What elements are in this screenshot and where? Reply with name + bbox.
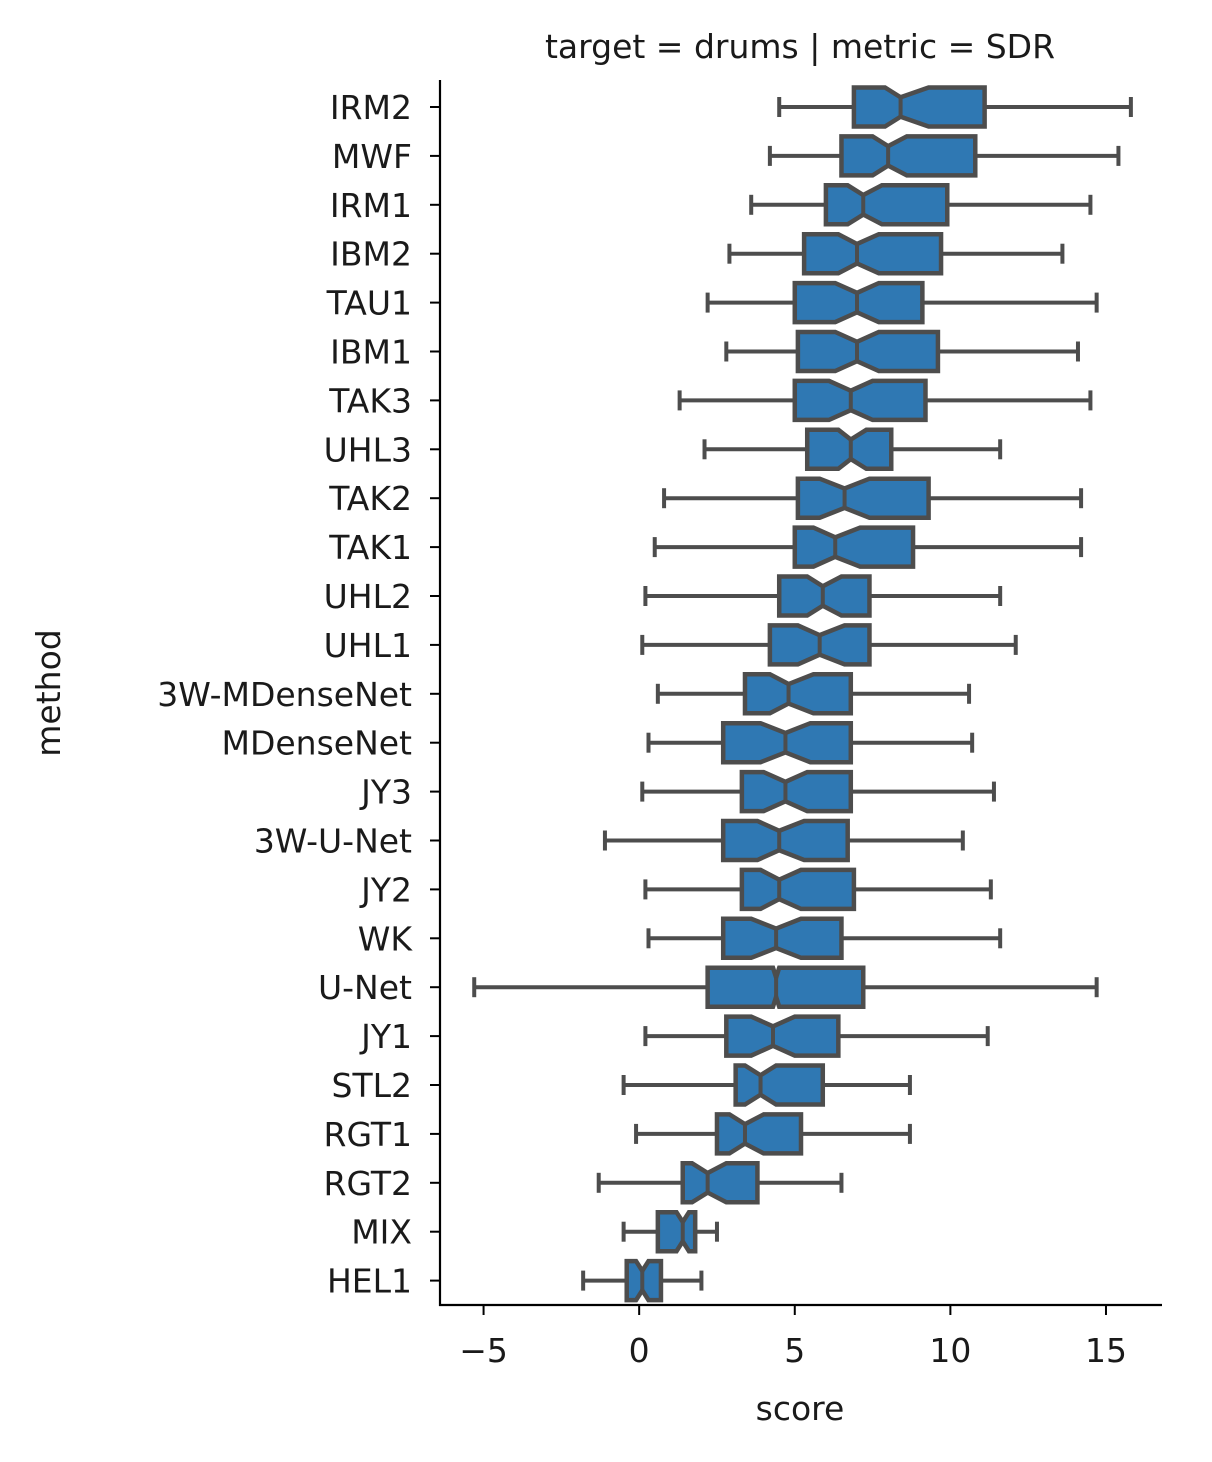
box-ibm1 [724, 329, 1080, 374]
box-3w-mdensenet [655, 672, 972, 716]
box-mix [621, 1209, 719, 1254]
y-tick-label: TAK1 [328, 528, 412, 567]
y-tick-label: 3W-MDenseNet [157, 675, 412, 714]
x-tick-label: 15 [1085, 1331, 1127, 1370]
box-body [795, 329, 941, 374]
y-tick-label: TAK3 [328, 381, 412, 420]
y-tick-label: IBM1 [330, 333, 412, 372]
box-rgt2 [596, 1161, 844, 1205]
y-tick-label: HEL1 [327, 1262, 412, 1301]
box-ibm2 [727, 231, 1065, 276]
box-wk [646, 916, 1003, 961]
box-mwf [767, 134, 1121, 178]
box-body [733, 1063, 826, 1107]
y-tick-label: U-Net [318, 968, 412, 1007]
box-body [680, 1161, 760, 1205]
box-body [851, 85, 987, 129]
box-tak1 [652, 525, 1084, 569]
box-stl2 [621, 1063, 912, 1107]
box-body [801, 231, 944, 276]
y-tick-label: IBM2 [330, 235, 412, 274]
box-tak3 [677, 378, 1093, 423]
box-body [705, 965, 866, 1009]
box-body [724, 1014, 841, 1058]
y-tick-label: JY2 [359, 870, 412, 909]
y-axis-label: method [29, 629, 68, 756]
box-jy1 [643, 1014, 990, 1058]
y-axis: IRM2 MWF IRM1 IBM2 TAU1 IBM1 TAK3 UHL3 TAK2 TAK1 U… [157, 80, 442, 1306]
box-body [792, 525, 916, 569]
y-tick-label: TAU1 [326, 284, 412, 323]
box-body [792, 378, 928, 423]
y-tick-label: 3W-U-Net [254, 822, 412, 861]
box-jy3 [640, 769, 996, 814]
x-tick-label: 10 [929, 1331, 971, 1370]
box-tak2 [662, 476, 1084, 520]
box-u-net [472, 965, 1099, 1009]
y-tick-label: UHL1 [324, 626, 412, 665]
box-uhl2 [643, 574, 1003, 618]
box-body [739, 867, 857, 912]
y-tick-label: RGT1 [324, 1115, 412, 1154]
y-tick-label: STL2 [332, 1066, 413, 1105]
y-tick-label: RGT2 [324, 1164, 412, 1203]
box-hel1 [581, 1258, 704, 1303]
x-axis-label: score [756, 1389, 845, 1428]
box-body [795, 476, 931, 520]
box-body [720, 916, 844, 961]
box-uhl1 [640, 623, 1018, 667]
x-tick-label: 5 [784, 1331, 805, 1370]
box-mdensenet [646, 720, 975, 765]
y-tick-label: WK [358, 919, 414, 958]
y-tick-label: TAK2 [328, 479, 412, 518]
y-tick-label: MWF [332, 137, 412, 176]
box-irm1 [749, 183, 1093, 227]
box-rgt1 [634, 1112, 912, 1156]
y-tick-label: UHL2 [324, 577, 412, 616]
box-body [714, 1112, 804, 1156]
box-irm2 [777, 85, 1133, 129]
box-body [720, 818, 850, 863]
y-tick-label: UHL3 [324, 430, 412, 469]
box-uhl3 [702, 427, 1003, 472]
box-body [655, 1209, 698, 1254]
box-body [823, 183, 950, 227]
box-tau1 [705, 280, 1099, 325]
x-tick-label: 0 [629, 1331, 650, 1370]
box-jy2 [643, 867, 993, 912]
box-body [739, 769, 854, 814]
y-tick-label: IRM1 [330, 186, 412, 225]
y-tick-label: JY3 [359, 773, 412, 812]
y-tick-label: JY1 [359, 1017, 412, 1056]
x-tick-label: −5 [459, 1331, 508, 1370]
box-body [742, 672, 854, 716]
box-body [839, 134, 978, 178]
box-3w-u-net [602, 818, 965, 863]
x-axis: −5 0 5 10 15 [439, 1303, 1162, 1370]
y-tick-label: MIX [351, 1213, 412, 1252]
y-tick-label: IRM2 [330, 88, 412, 127]
boxes-layer [472, 85, 1133, 1303]
y-tick-label: MDenseNet [221, 724, 412, 763]
chart-title: target = drums | metric = SDR [545, 27, 1055, 66]
